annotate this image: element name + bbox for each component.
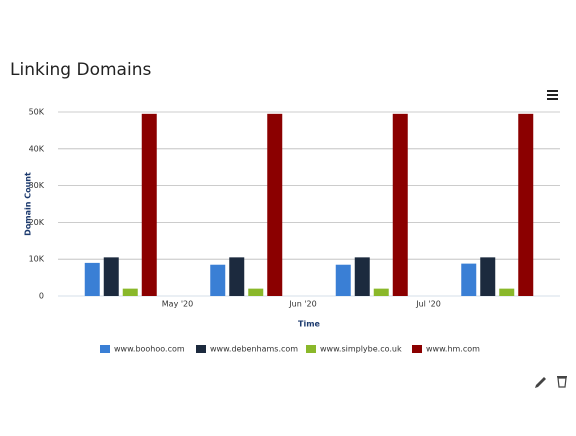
bar xyxy=(122,288,138,296)
legend-swatch xyxy=(196,345,206,353)
chart-title: Linking Domains xyxy=(10,60,151,80)
y-tick-label: 10K xyxy=(29,255,45,264)
y-axis-title: Domain Count xyxy=(24,172,33,236)
delete-icon[interactable] xyxy=(557,376,567,388)
legend-swatch xyxy=(100,345,110,353)
bar xyxy=(518,113,534,296)
legend-swatch xyxy=(412,345,422,353)
legend-label: www.hm.com xyxy=(426,345,480,354)
legend-label: www.boohoo.com xyxy=(114,345,185,354)
bar xyxy=(210,264,226,296)
bar xyxy=(103,257,119,296)
y-tick-label: 20K xyxy=(29,218,45,227)
x-axis-title: Time xyxy=(298,320,321,329)
y-tick-label: 40K xyxy=(29,144,45,153)
bar xyxy=(335,264,351,296)
bar xyxy=(267,113,283,296)
legend-label: www.simplybe.co.uk xyxy=(320,345,402,354)
bar xyxy=(248,288,264,296)
bar xyxy=(141,113,157,296)
legend-swatch xyxy=(306,345,316,353)
x-tick-label: Jun '20 xyxy=(288,300,316,309)
y-tick-label: 30K xyxy=(29,181,45,190)
edit-icon[interactable] xyxy=(535,377,546,388)
bar xyxy=(354,257,370,296)
bar xyxy=(461,263,477,296)
x-tick-label: Jul '20 xyxy=(415,300,441,309)
bar xyxy=(229,257,245,296)
legend-label: www.debenhams.com xyxy=(210,345,298,354)
menu-icon[interactable] xyxy=(547,90,558,100)
x-tick-label: May '20 xyxy=(162,300,193,309)
bar xyxy=(499,288,515,296)
bar xyxy=(392,113,408,296)
bar xyxy=(480,257,496,296)
y-tick-label: 0 xyxy=(39,292,44,301)
bar xyxy=(84,262,100,296)
bar xyxy=(373,288,389,296)
y-tick-label: 50K xyxy=(29,108,45,117)
